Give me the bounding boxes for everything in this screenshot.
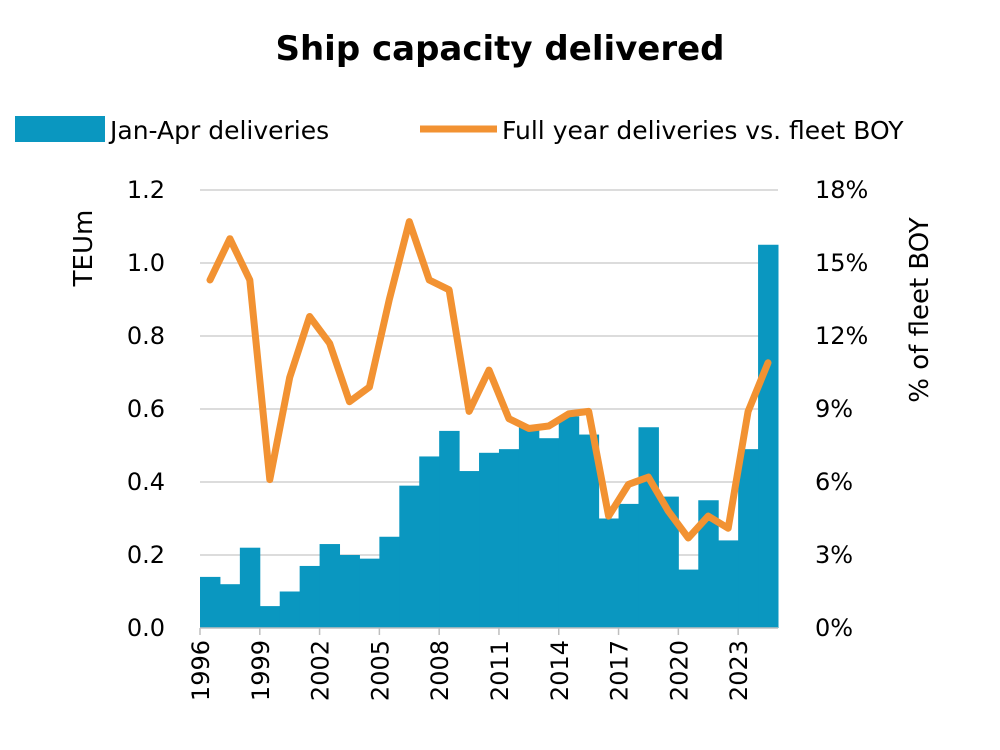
y-tick-label: 0.4 xyxy=(127,468,165,496)
bar xyxy=(718,540,739,628)
bar xyxy=(618,503,639,628)
y-tick-label: 0.8 xyxy=(127,322,165,350)
y-tick-label: 0.2 xyxy=(127,541,165,569)
bar xyxy=(578,434,600,628)
legend-label-line: Full year deliveries vs. fleet BOY xyxy=(502,116,904,145)
x-tick-label: 2002 xyxy=(307,640,335,701)
y2-tick-label: 3% xyxy=(815,541,853,569)
bar xyxy=(239,547,261,628)
bar xyxy=(419,456,440,628)
bar xyxy=(200,576,221,628)
y-tick-label: 1.2 xyxy=(127,176,165,204)
y-axis-left-title: TEUm xyxy=(69,210,99,288)
legend: Jan-Apr deliveries Full year deliveries … xyxy=(15,116,904,145)
bar xyxy=(479,452,500,628)
y2-tick-label: 15% xyxy=(815,249,868,277)
y2-tick-label: 12% xyxy=(815,322,868,350)
bar xyxy=(399,485,420,628)
line-path xyxy=(206,218,772,542)
y-axis-left-ticks: 0.0 0.2 0.4 0.6 0.8 1.0 1.2 xyxy=(127,176,165,642)
y-tick-label: 0.0 xyxy=(127,614,165,642)
bar xyxy=(758,244,779,628)
bar xyxy=(319,544,341,628)
y-axis-right-ticks: 0% 3% 6% 9% 12% 15% 18% xyxy=(815,176,868,642)
legend-label-bars: Jan-Apr deliveries xyxy=(108,116,329,145)
x-tick-label: 2023 xyxy=(725,640,753,701)
bar xyxy=(439,430,460,628)
y-tick-label: 0.6 xyxy=(127,395,165,423)
x-tick-label: 2008 xyxy=(426,640,454,701)
x-tick-label: 2020 xyxy=(665,640,693,701)
bar xyxy=(598,518,620,628)
bar xyxy=(678,569,699,628)
y2-tick-label: 18% xyxy=(815,176,868,204)
bar xyxy=(459,471,480,628)
x-tick-label: 2017 xyxy=(606,640,634,701)
bar xyxy=(698,500,719,628)
y-axis-right-title: % of fleet BOY xyxy=(905,217,935,403)
bar xyxy=(538,438,560,628)
bar-series xyxy=(200,244,779,628)
x-tick-label: 2011 xyxy=(486,640,514,701)
y2-tick-label: 9% xyxy=(815,395,853,423)
bar xyxy=(259,606,281,628)
bar xyxy=(339,555,360,628)
bar xyxy=(638,427,659,628)
bar xyxy=(379,536,400,628)
bar xyxy=(658,496,679,628)
x-tick-label: 2005 xyxy=(366,640,394,701)
line-series xyxy=(206,218,772,542)
bar xyxy=(518,427,540,628)
bar xyxy=(279,591,301,628)
legend-swatch-bars xyxy=(15,116,105,142)
bar xyxy=(299,565,321,628)
chart-title: Ship capacity delivered xyxy=(275,29,724,69)
bar xyxy=(359,558,380,628)
x-tick-label: 2014 xyxy=(546,640,574,701)
x-axis-ticks: 1996 1999 2002 2005 2008 2011 2014 2017 2020 2023 xyxy=(187,628,753,701)
bar xyxy=(498,449,520,628)
y2-tick-label: 0% xyxy=(815,614,853,642)
bar xyxy=(738,449,759,628)
bar xyxy=(219,584,241,628)
y-tick-label: 1.0 xyxy=(127,249,165,277)
bar xyxy=(558,416,580,628)
y2-tick-label: 6% xyxy=(815,468,853,496)
x-tick-label: 1999 xyxy=(247,640,275,701)
x-tick-label: 1996 xyxy=(187,640,215,701)
